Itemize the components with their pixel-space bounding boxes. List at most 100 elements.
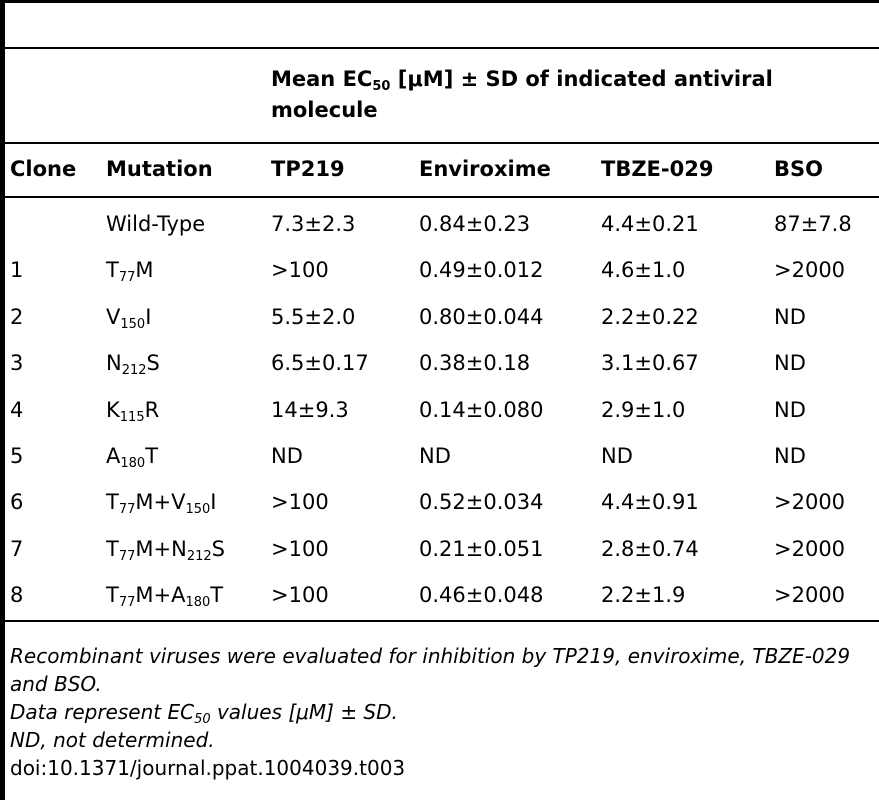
cell-enviroxime: ND — [419, 444, 451, 468]
cell-enviroxime: 0.80±0.044 — [419, 304, 544, 329]
mutation-text: N — [106, 351, 122, 376]
footnote-evaluation: Recombinant viruses were evaluated for i… — [10, 644, 851, 696]
mutation-subscript: 150 — [185, 502, 211, 518]
cell-tp219: 14±9.3 — [271, 397, 349, 422]
cell-mutation: T77M — [106, 256, 154, 284]
footnote-data: Data represent EC50 values [μM] ± SD. — [10, 698, 879, 726]
cell-tp219: >100 — [271, 583, 329, 608]
mutation-text: K — [106, 397, 120, 422]
top-rule — [0, 0, 879, 3]
column-header-bso: BSO — [774, 157, 823, 181]
cell-clone: 5 — [10, 444, 24, 468]
cell-mutation: K115R — [106, 396, 159, 424]
cell-tbze-029: 2.2±0.22 — [601, 304, 699, 329]
cell-bso: ND — [774, 397, 806, 422]
cell-clone: 6 — [10, 490, 24, 515]
cell-mutation: Wild-Type — [106, 210, 205, 238]
mutation-text: T — [106, 536, 119, 561]
cell-bso: ND — [774, 304, 806, 329]
cell-clone: 8 — [10, 583, 24, 608]
cell-bso: 87±7.8 — [774, 212, 852, 236]
cell-tbze-029: 4.4±0.91 — [601, 490, 699, 515]
cell-enviroxime: 0.52±0.034 — [419, 490, 544, 515]
cell-bso: ND — [774, 444, 806, 468]
cell-enviroxime: 0.38±0.18 — [419, 351, 531, 376]
footnote-data-subscript: 50 — [194, 712, 211, 727]
cell-enviroxime: 0.46±0.048 — [419, 583, 544, 608]
mutation-text: M+V — [135, 490, 186, 515]
cell-tp219: >100 — [271, 490, 329, 515]
cell-tbze-029: 2.2±1.9 — [601, 583, 686, 608]
mutation-text: M+A — [135, 583, 186, 608]
mutation-text: I — [145, 304, 152, 329]
mutation-text: V — [106, 304, 121, 329]
footnotes: Recombinant viruses were evaluated for i… — [10, 642, 879, 782]
column-header-mutation: Mutation — [106, 157, 213, 181]
mutation-text: T — [106, 583, 119, 608]
cell-bso: ND — [774, 351, 806, 376]
mutation-text: T — [106, 258, 119, 283]
mutation-subscript: 150 — [120, 316, 146, 332]
cell-clone: 2 — [10, 304, 24, 329]
group-header-rule — [0, 142, 879, 144]
mutation-text: S — [211, 536, 225, 561]
column-header-rule — [0, 196, 879, 198]
cell-mutation: V150I — [106, 303, 151, 331]
cell-enviroxime: 0.49±0.012 — [419, 258, 544, 283]
cell-clone: 3 — [10, 351, 24, 376]
cell-tp219: >100 — [271, 258, 329, 283]
mutation-text: S — [146, 351, 160, 376]
mutation-text: M — [135, 258, 154, 283]
mutation-subscript: 77 — [118, 548, 136, 564]
cell-tp219: 6.5±0.17 — [271, 351, 369, 376]
cell-mutation: T77M+A180T — [106, 581, 223, 609]
cell-tbze-029: 2.9±1.0 — [601, 397, 686, 422]
group-header-text: Mean EC — [271, 67, 373, 91]
cell-clone: 7 — [10, 536, 24, 561]
column-header-clone: Clone — [10, 157, 77, 181]
footnote-data-pre: Data represent EC — [10, 700, 195, 724]
mutation-text: M+N — [135, 536, 187, 561]
column-header-tbze-029: TBZE-029 — [601, 157, 714, 181]
cell-tp219: 7.3±2.3 — [271, 212, 356, 236]
cell-bso: >2000 — [774, 536, 846, 561]
cell-mutation: A180T — [106, 442, 158, 470]
cell-tbze-029: 4.4±0.21 — [601, 212, 699, 236]
cell-bso: >2000 — [774, 583, 846, 608]
cell-mutation: T77M+V150I — [106, 488, 217, 516]
group-header-rest: [μM] ± SD of indicated antiviral molecul… — [271, 67, 773, 122]
mutation-text: A — [106, 444, 121, 468]
cell-bso: >2000 — [774, 258, 846, 283]
mutation-subscript: 212 — [121, 363, 147, 379]
header-top-rule — [0, 47, 879, 49]
mutation-text: T — [210, 583, 224, 608]
group-header-subscript: 50 — [372, 79, 391, 94]
footnote-nd: ND, not determined. — [10, 728, 215, 752]
cell-clone: 1 — [10, 258, 24, 283]
cell-tbze-029: 2.8±0.74 — [601, 536, 699, 561]
mutation-text: R — [144, 397, 160, 422]
doi-text: doi:10.1371/journal.ppat.1004039.t003 — [10, 756, 406, 780]
left-border — [0, 0, 5, 800]
cell-tp219: >100 — [271, 536, 329, 561]
cell-tp219: 5.5±2.0 — [271, 304, 356, 329]
cell-mutation: T77M+N212S — [106, 535, 225, 563]
footnote-data-post: values [μM] ± SD. — [210, 700, 398, 724]
mutation-subscript: 180 — [120, 456, 146, 471]
column-header-enviroxime: Enviroxime — [419, 157, 551, 181]
mutation-text: I — [210, 490, 217, 515]
cell-bso: >2000 — [774, 490, 846, 515]
cell-tbze-029: 3.1±0.67 — [601, 351, 699, 376]
cell-enviroxime: 0.14±0.080 — [419, 397, 544, 422]
group-header: Mean EC50 [μM] ± SD of indicated antivir… — [271, 64, 861, 126]
mutation-text: T — [145, 444, 159, 468]
cell-enviroxime: 0.21±0.051 — [419, 536, 544, 561]
mutation-subscript: 115 — [119, 409, 145, 425]
bottom-rule — [0, 620, 879, 622]
mutation-text: T — [106, 490, 119, 515]
cell-tbze-029: ND — [601, 444, 633, 468]
mutation-subscript: 180 — [185, 595, 211, 611]
mutation-text: Wild-Type — [106, 212, 206, 236]
column-header-tp219: TP219 — [271, 157, 345, 181]
